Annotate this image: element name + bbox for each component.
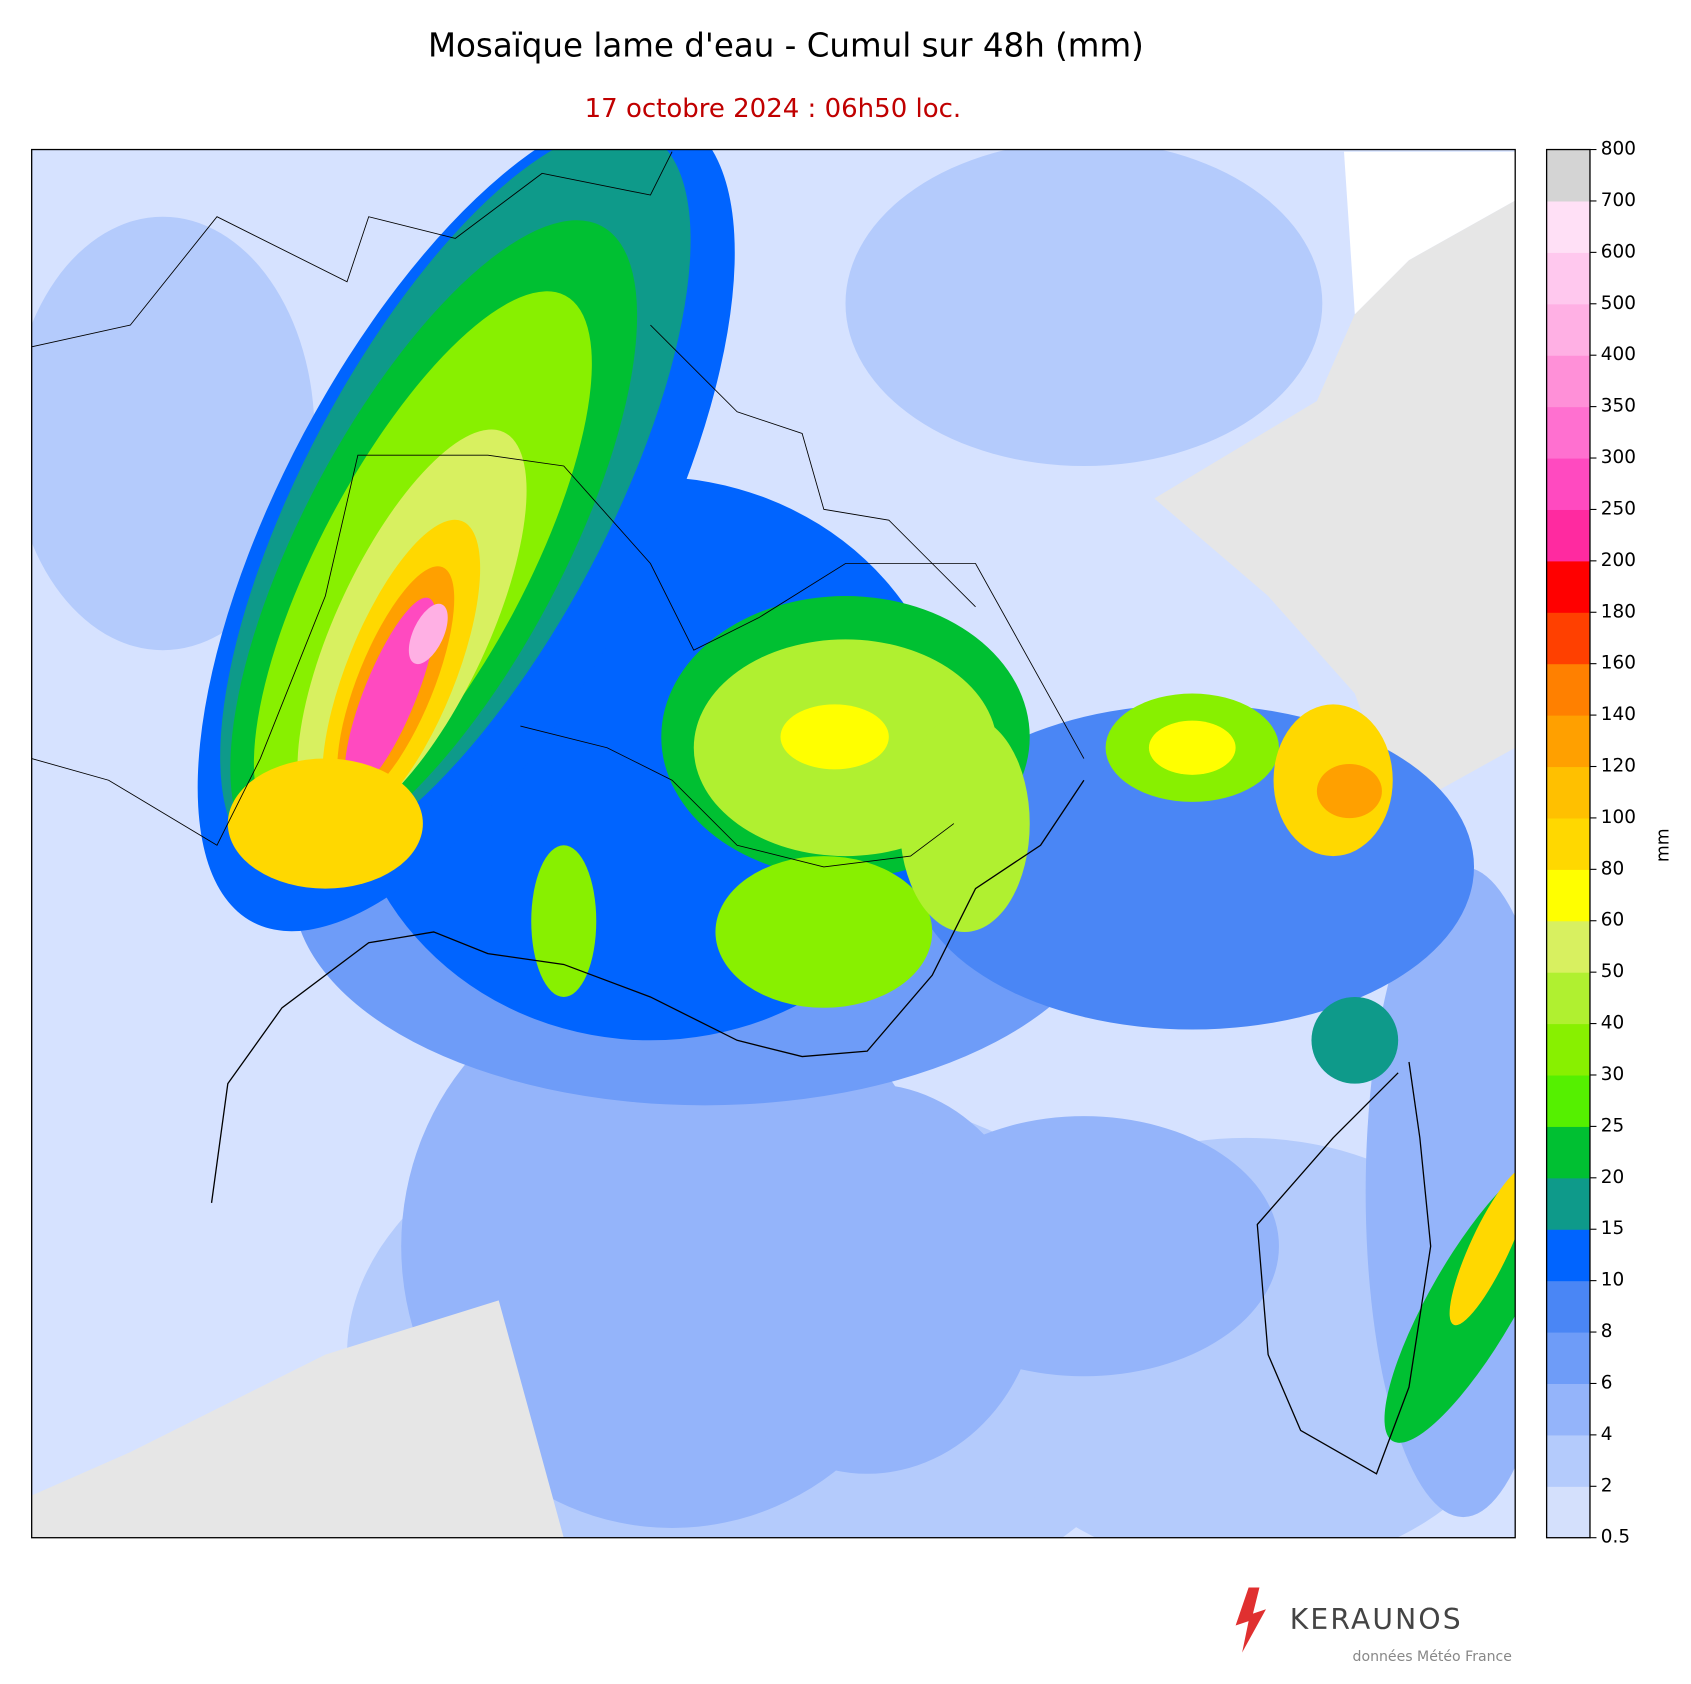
credit: données Météo France <box>1353 1649 1512 1665</box>
colorbar-band <box>1546 766 1590 819</box>
colorbar-tick-label: 400 <box>1601 344 1636 365</box>
colorbar-band <box>1546 817 1590 870</box>
colorbar-frame <box>1545 148 1591 1539</box>
colorbar-tick-label: 140 <box>1601 704 1636 725</box>
colorbar-band <box>1546 406 1590 459</box>
colorbar-tick-label: 10 <box>1601 1270 1624 1291</box>
colorbar-band <box>1546 715 1590 768</box>
colorbar-band <box>1546 509 1590 562</box>
logo-icon <box>1235 1587 1266 1653</box>
colorbar-tick-label: 60 <box>1601 910 1624 931</box>
colorbar-tick-label: 300 <box>1601 447 1636 468</box>
colorbar-tick-label: 4 <box>1601 1424 1613 1445</box>
colorbar-tick-label: 160 <box>1601 653 1636 674</box>
colorbar-tick-label: 100 <box>1601 807 1636 828</box>
colorbar-tick-label: 700 <box>1601 190 1636 211</box>
colorbar-band <box>1546 458 1590 510</box>
colorbar-band <box>1546 1383 1590 1436</box>
colorbar-label: mm <box>1654 828 1674 862</box>
colorbar-tick-label: 350 <box>1601 396 1636 417</box>
colorbar-tick-label: 80 <box>1601 858 1624 879</box>
colorbar-tick-label: 40 <box>1601 1013 1624 1034</box>
colorbar-tick-label: 15 <box>1601 1218 1624 1239</box>
colorbar-tick-label: 25 <box>1601 1115 1624 1136</box>
colorbar-band <box>1546 1229 1590 1282</box>
colorbar-band <box>1546 612 1590 665</box>
title: Mosaïque lame d'eau - Cumul sur 48h (mm) <box>428 27 1144 65</box>
colorbar-tick-label: 120 <box>1601 756 1636 777</box>
colorbar-band <box>1546 1280 1590 1333</box>
colorbar-tick-label: 200 <box>1601 550 1636 571</box>
colorbar-band <box>1546 1332 1590 1385</box>
colorbar-band <box>1546 1126 1590 1179</box>
colorbar: 0.5 2 4 6 8 10 15 20 25 30 40 50 60 80 100 120 140 160 180… <box>1545 139 1636 1548</box>
colorbar-band <box>1546 252 1590 305</box>
colorbar-tick-label: 8 <box>1601 1321 1613 1342</box>
colorbar-tick-label: 500 <box>1601 293 1636 314</box>
subtitle: 17 octobre 2024 : 06h50 loc. <box>585 94 962 124</box>
colorbar-tick-label: 600 <box>1601 241 1636 262</box>
colorbar-band <box>1546 1074 1590 1127</box>
colorbar-tick-label: 50 <box>1601 961 1624 982</box>
colorbar-tick-label: 180 <box>1601 601 1636 622</box>
colorbar-tick-label: 800 <box>1601 139 1636 160</box>
colorbar-band <box>1546 303 1590 356</box>
colorbar-tick-label: 250 <box>1601 498 1636 519</box>
colorbar-band <box>1546 560 1590 613</box>
colorbar-tick-label: 0.5 <box>1601 1527 1630 1548</box>
colorbar-tick-label: 2 <box>1601 1475 1613 1496</box>
colorbar-tick-label: 30 <box>1601 1064 1624 1085</box>
brand: KERAUNOS <box>1290 1603 1463 1636</box>
colorbar-band <box>1546 920 1590 973</box>
radar-map <box>31 149 1516 1538</box>
colorbar-band <box>1546 1177 1590 1230</box>
colorbar-band <box>1546 355 1590 408</box>
colorbar-band <box>1546 663 1590 716</box>
colorbar-band <box>1546 972 1590 1025</box>
colorbar-tick-label: 20 <box>1601 1167 1624 1188</box>
colorbar-band <box>1546 1434 1590 1487</box>
map-frame <box>31 148 1516 1539</box>
colorbar-band <box>1546 200 1590 253</box>
colorbar-band <box>1546 149 1590 202</box>
colorbar-band <box>1546 869 1590 922</box>
colorbar-band <box>1546 1023 1590 1076</box>
colorbar-tick-label: 6 <box>1601 1372 1613 1393</box>
colorbar-band <box>1546 1486 1590 1539</box>
